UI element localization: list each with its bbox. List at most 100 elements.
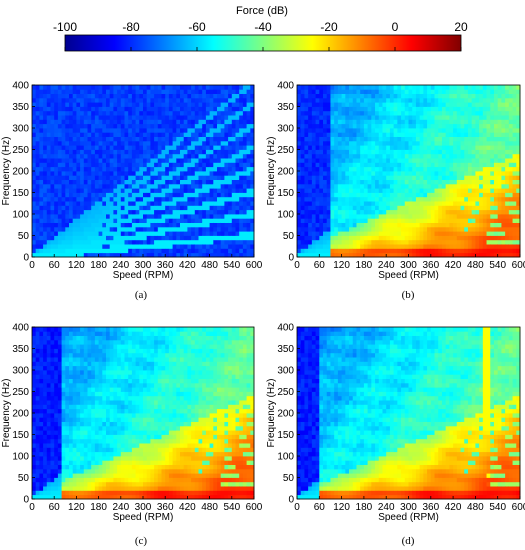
heatmap-cell	[165, 171, 170, 176]
heatmap-cell	[297, 214, 302, 219]
heatmap-cell	[32, 110, 37, 116]
heatmap-cell	[471, 196, 476, 202]
heatmap-cell	[113, 222, 118, 228]
heatmap-cell	[297, 149, 302, 155]
heatmap-cell	[304, 201, 309, 206]
heatmap-cell	[323, 201, 328, 206]
heatmap-cell	[334, 89, 339, 94]
heatmap-cell	[319, 128, 324, 133]
heatmap-cell	[460, 252, 465, 258]
heatmap-cell	[32, 413, 37, 418]
heatmap-cell	[471, 102, 476, 107]
heatmap-cell	[319, 209, 324, 215]
heatmap-cell	[231, 196, 236, 202]
heatmap-cell	[65, 205, 70, 211]
heatmap-cell	[467, 244, 473, 249]
heatmap-cell	[69, 115, 74, 120]
heatmap-cell	[98, 132, 103, 137]
heatmap-cell	[217, 128, 222, 133]
heatmap-cell	[87, 239, 92, 245]
heatmap-cell	[319, 106, 324, 112]
heatmap-cell	[330, 97, 335, 103]
heatmap-cell	[191, 102, 196, 107]
heatmap-cell	[250, 136, 255, 142]
heatmap-cell	[139, 162, 144, 168]
heatmap-cell	[415, 235, 421, 241]
heatmap-cell	[337, 179, 342, 185]
heatmap-cell	[397, 132, 402, 137]
heatmap-cell	[497, 123, 502, 129]
heatmap-cell	[441, 102, 447, 107]
heatmap-cell	[32, 468, 37, 474]
heatmap-cell	[65, 153, 70, 159]
heatmap-cell	[300, 214, 305, 219]
heatmap-cell	[490, 214, 495, 219]
heatmap-cell	[445, 166, 450, 172]
heatmap-cell	[180, 214, 185, 219]
heatmap-cell	[319, 93, 324, 99]
heatmap-cell	[475, 183, 480, 189]
heatmap-cell	[242, 175, 247, 180]
heatmap-cell	[490, 226, 495, 232]
heatmap-cell	[304, 89, 309, 94]
heatmap-cell	[94, 106, 99, 112]
heatmap-cell	[183, 188, 188, 193]
heatmap-cell	[205, 244, 210, 249]
heatmap-cell	[183, 136, 188, 142]
heatmap-cell	[80, 136, 85, 142]
heatmap-cell	[412, 201, 417, 206]
heatmap-cell	[32, 235, 37, 241]
heatmap-cell	[456, 196, 461, 202]
heatmap-cell	[217, 209, 222, 215]
heatmap-cell	[183, 158, 188, 163]
heatmap-cell	[180, 162, 185, 168]
heatmap-cell	[242, 93, 247, 99]
heatmap-cell	[183, 85, 188, 90]
heatmap-cell	[423, 149, 428, 155]
heatmap-cell	[401, 149, 406, 155]
x-tick-label: 0	[294, 260, 300, 271]
heatmap-cell	[438, 132, 443, 137]
heatmap-cell	[39, 214, 44, 219]
heatmap-cell	[120, 231, 125, 236]
heatmap-cell	[341, 132, 346, 137]
heatmap-cell	[345, 102, 350, 107]
heatmap-cell	[467, 115, 473, 120]
heatmap-cell	[415, 183, 421, 189]
heatmap-cell	[109, 136, 114, 142]
heatmap-cell	[46, 119, 51, 125]
heatmap-cell	[460, 171, 465, 176]
heatmap-cell	[32, 486, 37, 491]
heatmap-cell	[131, 123, 136, 129]
heatmap-cell	[131, 205, 136, 211]
heatmap-cell	[120, 132, 125, 137]
heatmap-cell	[35, 248, 40, 254]
heatmap-cell	[419, 136, 424, 142]
heatmap-cell	[497, 222, 502, 228]
heatmap-cell	[176, 222, 181, 228]
heatmap-cell	[393, 119, 398, 125]
heatmap-cell	[497, 214, 502, 219]
heatmap-cell	[464, 226, 469, 232]
heatmap-cell	[120, 149, 125, 155]
heatmap-cell	[449, 188, 454, 193]
heatmap-cell	[438, 119, 443, 125]
heatmap-cell	[165, 140, 170, 146]
x-axis-label: Speed (RPM)	[113, 270, 174, 281]
heatmap-cell	[404, 222, 409, 228]
heatmap-cell	[106, 175, 111, 180]
heatmap-cell	[194, 158, 199, 163]
heatmap-cell	[430, 188, 435, 193]
heatmap-cell	[438, 102, 443, 107]
heatmap-cell	[228, 85, 233, 90]
heatmap-cell	[194, 235, 199, 241]
heatmap-cell	[393, 110, 398, 116]
heatmap-cell	[464, 188, 469, 193]
heatmap-cell	[106, 153, 111, 159]
heatmap-cell	[505, 183, 510, 189]
heatmap-cell	[341, 119, 346, 125]
heatmap-cell	[113, 183, 118, 189]
heatmap-cell	[308, 244, 313, 249]
heatmap-cell	[412, 222, 417, 228]
heatmap-cell	[356, 93, 361, 99]
